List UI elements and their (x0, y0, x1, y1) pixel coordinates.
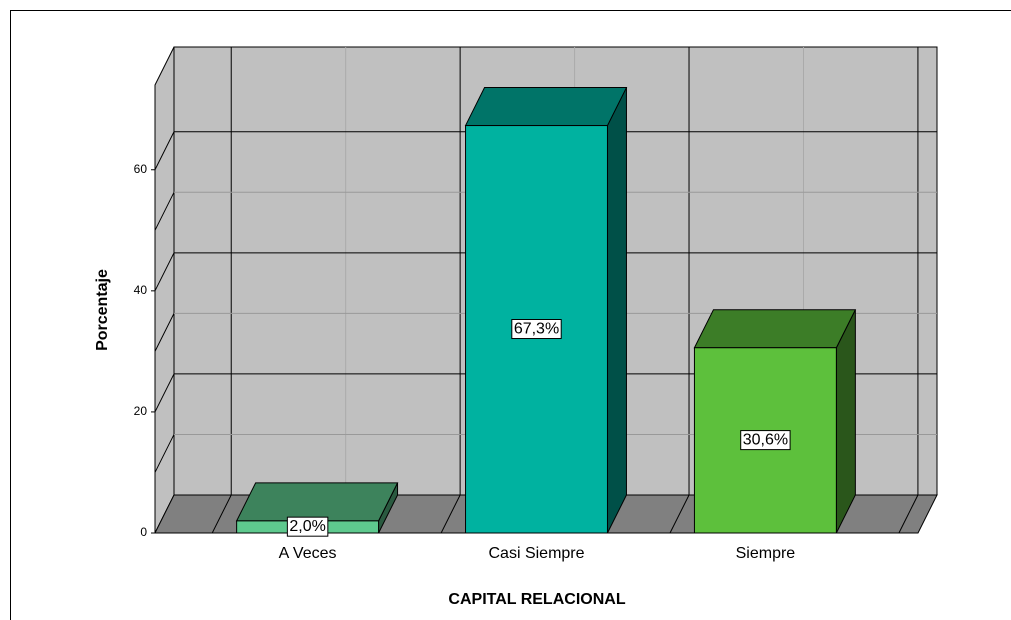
x-tick-label: A Veces (279, 545, 337, 562)
grid-line (154, 131, 175, 170)
bar-side (606, 87, 627, 534)
y-tick-label: 60 (134, 162, 148, 176)
value-label: 2,0% (289, 518, 325, 535)
floor-line (211, 494, 232, 534)
minor-line (154, 313, 175, 352)
bar-side (835, 309, 856, 534)
value-label-box (286, 516, 329, 537)
y-axis-title: Porcentaje (94, 269, 111, 351)
value-label: 67,3% (514, 320, 559, 337)
value-label-box (740, 430, 791, 451)
x-tick-label: Casi Siempre (488, 545, 584, 562)
grid-line (154, 373, 175, 413)
floor-line (898, 494, 919, 534)
left-wall (154, 46, 175, 534)
y-tick-label: 0 (140, 525, 147, 539)
bar-top (693, 309, 857, 349)
y-tick-label: 20 (134, 404, 148, 418)
y-tick-label: 40 (134, 283, 148, 297)
grid-line (154, 252, 175, 292)
value-label-box (511, 318, 562, 340)
value-label: 30,6% (743, 432, 788, 449)
floor-line (669, 494, 690, 534)
bar-top (235, 482, 399, 522)
x-tick-label: Siempre (736, 545, 796, 562)
bar-top (464, 87, 628, 127)
minor-line (154, 434, 175, 473)
minor-line (154, 192, 175, 231)
floor-line (440, 494, 461, 534)
x-axis-title: CAPITAL RELACIONAL (448, 591, 625, 608)
